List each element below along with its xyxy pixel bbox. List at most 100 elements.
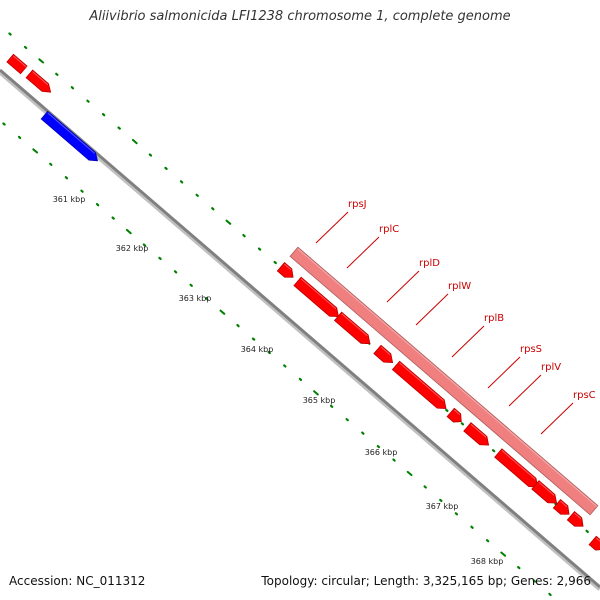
lower-tick-dot (111, 216, 115, 220)
upper-tick-dot (179, 180, 184, 184)
upper-tick-dot (131, 138, 138, 145)
lower-tick-dot (532, 579, 537, 583)
lower-tick-dot (517, 565, 521, 570)
lower-tick-dot (251, 337, 256, 341)
lower-tick-dot (95, 203, 100, 207)
tick-label: 363 kbp (179, 294, 212, 303)
upper-tick-dot (491, 449, 496, 453)
lower-tick-dot (173, 270, 178, 274)
gene-label-leader (487, 356, 521, 389)
gene-arrow (463, 422, 490, 446)
gene-arrow (391, 360, 447, 409)
lower-tick-dot (329, 404, 334, 408)
lower-tick-dot (500, 551, 507, 557)
tick-label: 361 kbp (53, 195, 86, 204)
lower-tick-dot (236, 324, 240, 328)
tick-label: 367 kbp (426, 502, 459, 511)
gene-label-leader (346, 236, 380, 269)
lower-tick-dot (454, 512, 459, 516)
lower-tick-dot (406, 470, 413, 477)
tick-label: 362 kbp (116, 244, 149, 253)
lower-tick-dot (392, 458, 396, 462)
gene-arrow (552, 499, 570, 515)
gene-label: rpsS (520, 344, 542, 355)
tick-label: 366 kbp (365, 448, 398, 457)
lower-tick-dot (49, 162, 53, 166)
upper-tick-dot (164, 166, 168, 170)
upper-tick-dot (242, 234, 246, 238)
gene-label-leader (386, 270, 420, 303)
upper-tick-dot (55, 72, 59, 76)
lower-tick-dot (267, 350, 271, 355)
tick-labels: 361 kbp 362 kbp 363 kbp 364 kbp 365 kbp 366 k… (53, 195, 504, 566)
gene-arrow (566, 511, 584, 527)
genome-summary-text: Topology: circular; Length: 3,325,165 bp… (261, 574, 591, 588)
lower-tick-dot (64, 176, 69, 180)
lower-tick-dot (2, 122, 6, 126)
gene-arrow (531, 480, 558, 504)
gene-label: rplD (419, 258, 440, 269)
lower-tick-dot (125, 228, 132, 235)
gene-label-leader (508, 374, 542, 407)
lower-tick-dot (142, 243, 147, 247)
tick-label: 364 kbp (241, 345, 274, 354)
upper-tick-dot (70, 86, 75, 90)
gene-label-leader (415, 293, 449, 326)
operon-band (289, 246, 599, 516)
upper-tick-dot (195, 193, 199, 197)
gene-label: rplW (448, 281, 471, 292)
gene-label: rplC (379, 224, 399, 235)
tick-label: 368 kbp (471, 557, 504, 566)
gene-arrow (333, 311, 371, 345)
lower-tick-dot (219, 309, 226, 315)
gene-arrow (276, 262, 294, 278)
gene-label: rpsJ (348, 199, 367, 210)
accession-text: Accession: NC_011312 (9, 574, 146, 588)
gene-arrow (6, 53, 28, 75)
lower-tick-dot (423, 485, 427, 489)
lower-tick-dot (485, 539, 490, 543)
genome-backbone (0, 68, 600, 589)
lower-tick-dot (80, 189, 84, 193)
upper-tick-dot (86, 99, 90, 103)
lower-tick-dot (439, 498, 443, 502)
gene-arrow (293, 276, 339, 318)
lower-tick-dot (376, 445, 381, 449)
gene-features (6, 53, 600, 551)
lower-tick-dot (17, 135, 22, 140)
lower-tick-dot (32, 148, 39, 154)
upper-tick-dot (225, 219, 232, 225)
gene-arrow-reverse (40, 110, 99, 162)
gene-label: rplB (484, 313, 504, 324)
lower-tick-dot (548, 592, 552, 597)
gene-arrow (373, 344, 394, 363)
upper-tick-dot (117, 126, 121, 130)
lower-tick-dot (205, 297, 209, 301)
genome-title: Aliivibrio salmonicida LFI1238 chromosom… (89, 9, 511, 24)
gene-label: rplV (541, 362, 561, 373)
lower-tick-dot (283, 364, 287, 368)
lower-tick-dot (361, 431, 365, 435)
gene-arrow (25, 69, 52, 93)
upper-tick-dot (8, 32, 12, 36)
upper-tick-dot (148, 153, 153, 157)
upper-tick-dot (38, 58, 45, 64)
upper-tick-dot (273, 260, 277, 265)
upper-tick-dot (445, 408, 449, 412)
gene-label-leader (451, 325, 485, 358)
lower-tick-dot (345, 418, 349, 422)
tick-label: 365 kbp (303, 396, 336, 405)
lower-tick-dot (298, 377, 303, 381)
lower-tick-dot (189, 283, 193, 287)
upper-tick-dot (101, 112, 106, 117)
backbone-shadow (0, 70, 600, 591)
gene-labels: rpsJ rplC rplD rplW rplB rpsS rplV rpsC (315, 199, 596, 435)
gene-label-leader (315, 211, 349, 244)
gene-arrow (446, 407, 462, 423)
upper-tick-dot (211, 207, 215, 211)
gene-arrow (588, 535, 600, 551)
upper-tick-dot (460, 422, 465, 426)
lower-tick-dot (313, 390, 319, 396)
lower-tick-dot (158, 256, 162, 260)
